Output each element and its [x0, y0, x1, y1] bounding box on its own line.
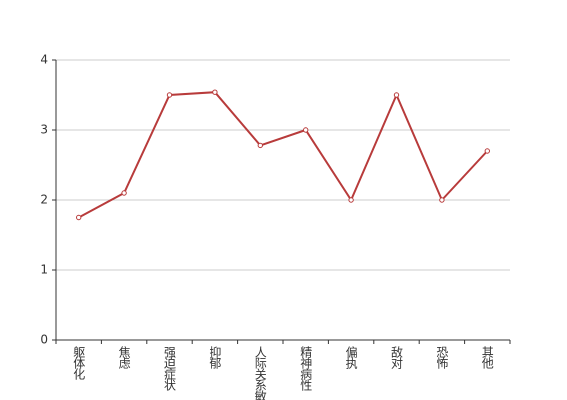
y-tick-label: 2	[40, 193, 48, 207]
x-tick-label: 躯体化	[72, 345, 86, 381]
y-tick-label: 1	[40, 263, 48, 277]
point	[484, 148, 490, 154]
point	[212, 89, 218, 95]
point	[121, 190, 127, 196]
x-tick-label: 其他	[480, 346, 494, 369]
y-tick-label: 3	[40, 123, 48, 137]
point	[303, 127, 309, 133]
x-tick-label: 抑郁	[208, 345, 222, 370]
point	[393, 92, 400, 98]
x-tick-label: 人际关系敏感	[253, 346, 267, 400]
line	[78, 91, 489, 219]
x-tick-label: 偏执	[344, 345, 358, 370]
x-tick-label: 精神病性	[299, 346, 313, 392]
x-tick-label: 敌对	[390, 345, 404, 369]
point	[257, 142, 263, 149]
point	[76, 214, 82, 221]
x-tick-label: 恐怖	[435, 346, 449, 369]
x-tick-label: 强迫症状	[163, 346, 177, 391]
point	[439, 197, 445, 203]
point	[166, 92, 173, 98]
x-tick-label: 焦虑	[117, 346, 131, 369]
y-tick-label: 4	[40, 53, 48, 67]
y-tick-label: 0	[40, 333, 48, 347]
point	[348, 197, 354, 203]
